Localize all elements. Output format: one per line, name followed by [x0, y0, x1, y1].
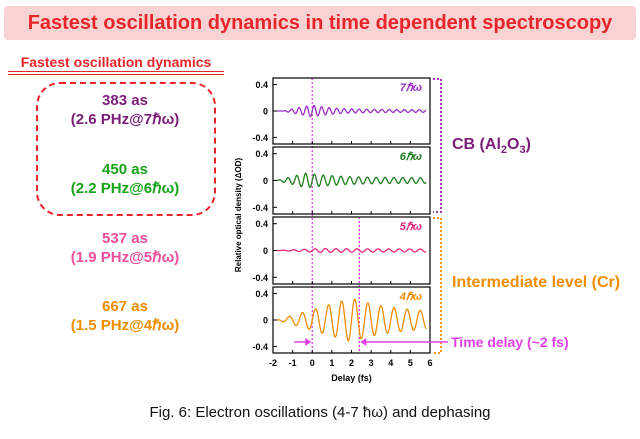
- label-cb-mid: O: [507, 136, 520, 153]
- entry-5hw: 537 as (1.9 PHz@5ℏω): [20, 229, 230, 267]
- label-cb-suffix: ): [525, 136, 531, 153]
- y-tick-label-0-2: -0.4: [252, 133, 268, 143]
- entry-4hw-freq: (1.5 PHz@4ℏω): [70, 317, 180, 334]
- x-tick-label-7: 5: [408, 358, 413, 368]
- y-tick-label-1-1: 0: [263, 176, 268, 186]
- arrow-shift-head: [360, 338, 367, 346]
- series-label-2: 5ℏω: [400, 221, 422, 233]
- series-line-1: [276, 172, 427, 189]
- entry-6hw: 450 as (2.2 PHz@6ℏω): [20, 160, 230, 198]
- series-line-3: [276, 298, 427, 342]
- series-line-0: [276, 104, 427, 118]
- y-tick-label-3-0: 0.4: [255, 289, 268, 299]
- y-tick-label-1-0: 0.4: [255, 149, 268, 159]
- label-cb-sub2: 3: [519, 144, 526, 157]
- series-line-2: [276, 247, 427, 254]
- section-subtitle: Fastest oscillation dynamics: [8, 54, 224, 75]
- y-tick-label-2-0: 0.4: [255, 219, 268, 229]
- x-tick-label-3: 1: [329, 358, 334, 368]
- entry-4hw-time: 667 as: [102, 298, 148, 315]
- x-axis-label: Delay (fs): [331, 373, 372, 383]
- entry-6hw-time: 450 as: [102, 161, 148, 178]
- x-tick-label-5: 3: [369, 358, 374, 368]
- page-title: Fastest oscillation dynamics in time dep…: [4, 6, 636, 40]
- x-tick-label-4: 2: [349, 358, 354, 368]
- entry-6hw-freq: (2.2 PHz@6ℏω): [70, 180, 180, 197]
- x-tick-label-0: -2: [269, 358, 277, 368]
- bracket-intermediate: [433, 217, 442, 354]
- y-tick-label-1-2: -0.4: [252, 203, 268, 213]
- entry-5hw-time: 537 as: [102, 230, 148, 247]
- y-tick-label-0-1: 0: [263, 107, 268, 117]
- series-label-0: 7ℏω: [400, 82, 422, 94]
- arrow-zero-head: [305, 338, 312, 346]
- label-intermediate-level: Intermediate level (Cr): [452, 274, 621, 291]
- y-tick-label-2-1: 0: [263, 246, 268, 256]
- x-tick-label-6: 4: [388, 358, 393, 368]
- entry-7hw-freq: (2.6 PHz@7ℏω): [70, 111, 180, 128]
- label-time-delay: Time delay (~2 fs): [451, 334, 569, 350]
- y-tick-label-2-2: -0.4: [252, 273, 268, 283]
- entry-7hw-time: 383 as: [102, 92, 148, 109]
- entry-7hw: 383 as (2.6 PHz@7ℏω): [20, 91, 230, 129]
- series-label-1: 6ℏω: [400, 151, 422, 163]
- label-cb-prefix: CB (Al: [452, 136, 501, 153]
- x-tick-label-1: -1: [289, 358, 297, 368]
- label-cb-sub1: 2: [500, 144, 508, 157]
- bracket-cb: [433, 78, 442, 213]
- entry-4hw: 667 as (1.5 PHz@4ℏω): [20, 297, 230, 335]
- highlight-box: [36, 82, 216, 216]
- y-tick-label-3-1: 0: [263, 316, 268, 326]
- entry-5hw-freq: (1.9 PHz@5ℏω): [70, 249, 180, 266]
- label-conduction-band: CB (Al2O3): [452, 136, 531, 156]
- figure-caption: Fig. 6: Electron oscillations (4-7 ħω) a…: [149, 404, 491, 421]
- x-tick-label-2: 0: [310, 358, 315, 368]
- x-tick-label-8: 6: [427, 358, 432, 368]
- y-tick-label-3-2: -0.4: [252, 342, 268, 352]
- y-tick-label-0-0: 0.4: [255, 80, 268, 90]
- series-label-3: 4ℏω: [399, 291, 422, 303]
- y-axis-label: Relative optical density (ΔOD): [234, 158, 243, 273]
